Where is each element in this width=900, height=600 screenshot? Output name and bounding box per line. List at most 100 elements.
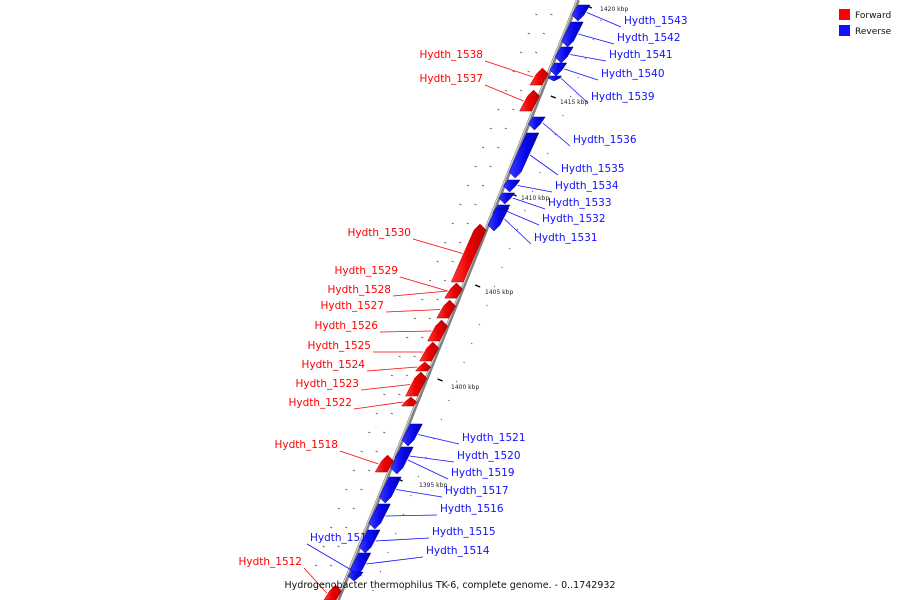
gene-arrow-hydth-1519[interactable] (390, 446, 414, 475)
leader-line (564, 68, 599, 81)
minor-tick (600, 19, 602, 22)
minor-tick (584, 57, 587, 60)
gene-label[interactable]: Hydth_1534 (555, 180, 619, 192)
gene-arrow-hydth-1517[interactable] (378, 476, 402, 504)
gene-label[interactable]: Hydth_1524 (301, 359, 365, 371)
gene-label[interactable]: Hydth_1532 (542, 213, 606, 225)
minor-tick (546, 152, 549, 155)
gene-label[interactable]: Hydth_1529 (334, 265, 398, 277)
minor-tick (402, 513, 405, 516)
gene-label[interactable]: Hydth_1530 (347, 227, 411, 239)
leader-line (484, 84, 524, 102)
minor-tick (375, 450, 378, 453)
minor-tick (360, 488, 363, 491)
minor-tick (497, 108, 500, 111)
minor-tick (372, 589, 374, 592)
gene-arrow-hydth-1537[interactable] (519, 89, 540, 112)
minor-tick (329, 526, 333, 529)
minor-tick (345, 488, 348, 491)
gene-arrow-hydth-1516[interactable] (368, 503, 391, 530)
minor-tick (478, 323, 481, 326)
gene-label[interactable]: Hydth_1526 (314, 320, 378, 332)
tick-label: 1395 kbp (419, 482, 447, 489)
gene-arrow-hydth-1522[interactable] (401, 396, 418, 407)
gene-arrow-hydth-1521[interactable] (401, 423, 423, 447)
leader-line (484, 60, 534, 78)
tick-label: 1415 kbp (560, 99, 588, 106)
minor-tick (470, 342, 473, 345)
gene-label[interactable]: Hydth_1521 (462, 432, 526, 444)
gene-label[interactable]: Hydth_1539 (591, 91, 655, 103)
leader-line (379, 330, 432, 333)
minor-tick (463, 361, 465, 364)
gene-label[interactable]: Hydth_1535 (561, 163, 625, 175)
leader-line (375, 537, 430, 542)
leader-line (542, 122, 571, 147)
gene-label[interactable]: Hydth_1528 (327, 284, 391, 296)
gene-arrow-hydth-1527[interactable] (436, 299, 456, 319)
gene-label[interactable]: Hydth_1518 (274, 439, 338, 451)
gene-arrow-hydth-1541[interactable] (554, 46, 574, 64)
tick-label: 1405 kbp (485, 289, 513, 296)
gene-arrow-hydth-1536[interactable] (528, 116, 546, 131)
gene-arrow-hydth-1535[interactable] (508, 132, 540, 179)
gene-arrow-hydth-1512[interactable] (323, 584, 342, 600)
gene-arrow-hydth-1539[interactable] (547, 75, 563, 82)
gene-arrow-hydth-1538[interactable] (529, 67, 549, 86)
minor-tick (405, 336, 409, 339)
minor-tick (524, 209, 526, 212)
gene-arrow-hydth-1531[interactable] (487, 207, 510, 232)
leader-line (385, 309, 441, 313)
tick-mark (474, 284, 481, 288)
minor-tick (554, 133, 557, 136)
gene-label[interactable]: Hydth_1542 (617, 32, 681, 44)
gene-label[interactable]: Hydth_1538 (419, 49, 483, 61)
gene-arrow-hydth-1523[interactable] (405, 371, 428, 397)
gene-label[interactable]: Hydth_1516 (440, 503, 504, 515)
gene-label[interactable]: Hydth_1514 (426, 545, 490, 557)
gene-arrow-hydth-1540[interactable] (549, 62, 568, 77)
gene-label[interactable]: Hydth_1541 (609, 49, 673, 61)
gene-label[interactable]: Hydth_1543 (624, 15, 688, 27)
gene-arrow-hydth-1528[interactable] (444, 282, 463, 299)
legend-label-reverse: Reverse (855, 27, 892, 37)
gene-label[interactable]: Hydth_1512 (238, 556, 302, 568)
gene-label[interactable]: Hydth_1523 (295, 378, 359, 390)
gene-arrow-hydth-1543[interactable] (571, 4, 591, 22)
gene-label[interactable]: Hydth_1525 (307, 340, 371, 352)
gene-label[interactable]: Hydth_1517 (445, 485, 509, 497)
minor-tick (329, 564, 333, 567)
gene-arrow-hydth-1534[interactable] (503, 179, 521, 193)
gene-arrow-hydth-1530[interactable] (450, 223, 487, 283)
tick-label: 1410 kbp (521, 195, 549, 202)
minor-tick (534, 51, 538, 54)
gene-arrow-hydth-1533[interactable] (498, 192, 516, 205)
gene-label[interactable]: Hydth_1527 (320, 300, 384, 312)
gene-label[interactable]: Hydth_1513 (310, 532, 374, 544)
gene-label[interactable]: Hydth_1519 (451, 467, 515, 479)
gene-label[interactable]: Hydth_1515 (432, 526, 496, 538)
gene-label[interactable]: Hydth_1520 (457, 450, 521, 462)
gene-arrow-hydth-1542[interactable] (561, 21, 584, 48)
gene-label[interactable]: Hydth_1531 (534, 232, 598, 244)
gene-arrow-hydth-1525[interactable] (419, 341, 440, 362)
gene-label[interactable]: Hydth_1536 (573, 134, 637, 146)
gene-arrow-hydth-1526[interactable] (427, 319, 448, 342)
minor-tick (352, 469, 356, 472)
leader-line (303, 567, 328, 594)
gene-arrow-hydth-1524[interactable] (415, 361, 432, 372)
leader-line (586, 12, 622, 28)
gene-arrow-hydth-1515[interactable] (358, 529, 381, 554)
minor-tick (592, 38, 595, 41)
gene-label[interactable]: Hydth_1522 (288, 397, 352, 409)
minor-tick (466, 184, 470, 187)
gene-arrow-hydth-1518[interactable] (374, 454, 394, 473)
gene-label[interactable]: Hydth_1537 (419, 73, 483, 85)
gene-label[interactable]: Hydth_1540 (601, 68, 665, 80)
minor-tick (436, 260, 439, 263)
gene-label[interactable]: Hydth_1533 (548, 197, 612, 209)
minor-tick (390, 374, 394, 377)
minor-tick (390, 412, 394, 415)
minor-tick (413, 355, 416, 358)
